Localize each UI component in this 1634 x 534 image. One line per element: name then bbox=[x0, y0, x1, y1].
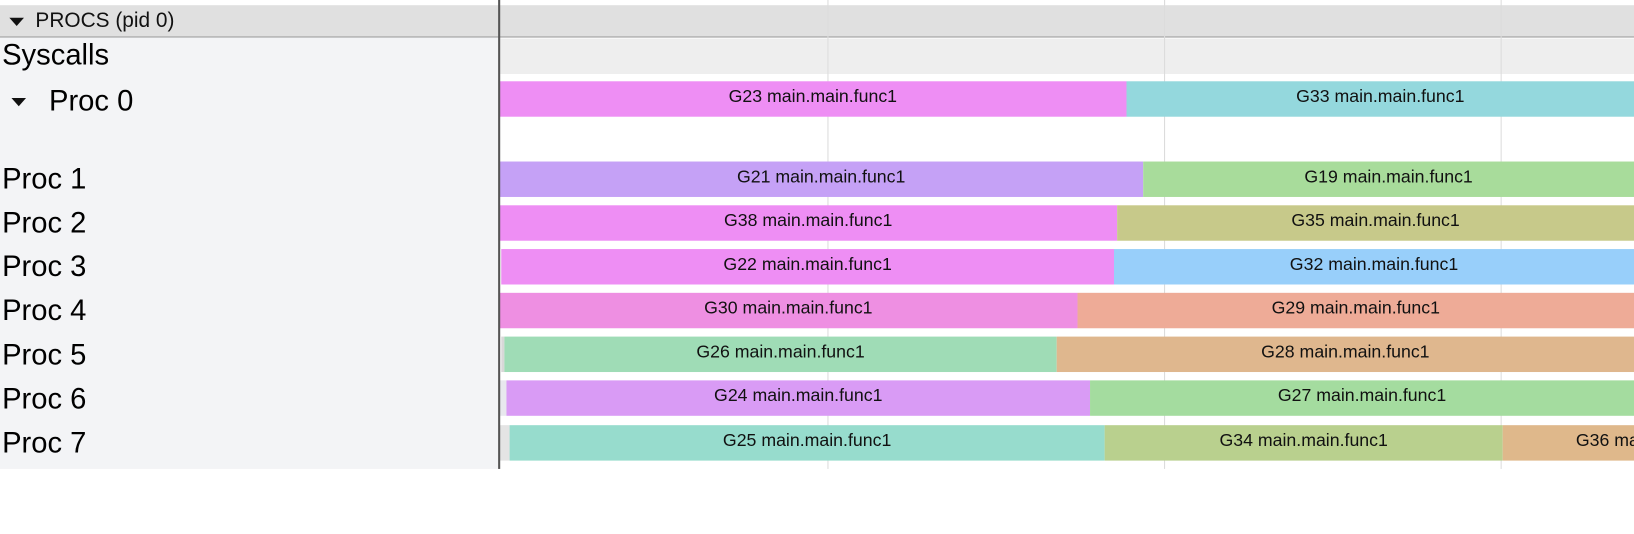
panel-divider bbox=[498, 0, 501, 469]
slice[interactable] bbox=[501, 336, 505, 373]
slice[interactable]: G29 main.main.func1 bbox=[1077, 292, 1634, 329]
process-title: PROCS (pid 0) bbox=[35, 9, 175, 33]
slice[interactable]: G23 main.main.func1 bbox=[499, 81, 1127, 117]
slice[interactable]: G21 main.main.func1 bbox=[499, 161, 1144, 197]
slice[interactable]: G30 main.main.func1 bbox=[499, 292, 1078, 329]
collapse-icon[interactable] bbox=[9, 17, 24, 27]
slice[interactable]: G32 main.main.func1 bbox=[1114, 249, 1634, 285]
slice[interactable]: G25 main.main.func1 bbox=[509, 425, 1105, 461]
track-labels-panel bbox=[0, 37, 500, 469]
collapse-icon[interactable] bbox=[11, 97, 27, 107]
track-label: Proc 4 bbox=[2, 293, 87, 327]
track-label: Proc 3 bbox=[2, 250, 87, 283]
slice[interactable]: G24 main.main.func1 bbox=[506, 380, 1091, 416]
slice[interactable]: G22 main.main.func1 bbox=[501, 249, 1115, 285]
slice[interactable]: G33 main.main.func1 bbox=[1126, 81, 1634, 117]
track-label: Proc 0 bbox=[48, 84, 134, 117]
track-label: Proc 6 bbox=[2, 382, 87, 415]
slice[interactable]: G28 main.main.func1 bbox=[1056, 336, 1634, 373]
track-label: Syscalls bbox=[2, 38, 110, 71]
track-label: Proc 2 bbox=[2, 206, 87, 239]
slice[interactable]: G19 main.main.func1 bbox=[1143, 161, 1634, 197]
track-label: Proc 7 bbox=[2, 426, 87, 459]
slice[interactable]: G36 main.main.func1 bbox=[1502, 425, 1634, 461]
slice[interactable]: G38 main.main.func1 bbox=[499, 205, 1118, 241]
track-label: Proc 1 bbox=[2, 162, 87, 195]
slice[interactable] bbox=[499, 380, 507, 416]
slice[interactable]: G27 main.main.func1 bbox=[1090, 380, 1634, 416]
slice[interactable]: G35 main.main.func1 bbox=[1117, 205, 1634, 241]
slice[interactable]: G26 main.main.func1 bbox=[504, 336, 1057, 373]
slice[interactable] bbox=[499, 425, 510, 461]
syscalls-track bbox=[500, 38, 1634, 74]
process-header[interactable]: PROCS (pid 0) bbox=[0, 5, 1634, 38]
track-label: Proc 5 bbox=[2, 338, 87, 371]
slice[interactable]: G34 main.main.func1 bbox=[1104, 425, 1503, 461]
